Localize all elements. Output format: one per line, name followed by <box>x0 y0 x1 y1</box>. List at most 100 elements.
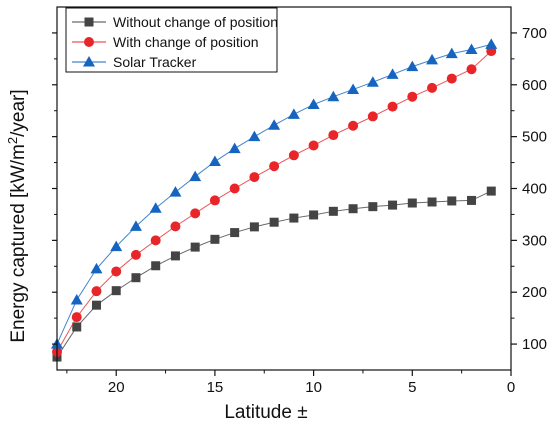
data-point <box>328 206 338 216</box>
data-point <box>485 38 498 49</box>
series-line <box>56 43 492 345</box>
data-point <box>465 43 478 55</box>
x-tick-label: 0 <box>507 379 515 396</box>
data-point <box>427 197 437 207</box>
data-point <box>190 242 200 252</box>
x-tick-label: 10 <box>305 379 322 396</box>
y-axis-title-suffix: /year] <box>8 89 29 137</box>
legend-marker <box>84 37 94 47</box>
data-point <box>248 130 261 142</box>
data-point <box>347 83 360 94</box>
legend-item: With change of position <box>72 34 259 50</box>
series-line <box>56 50 492 353</box>
data-point <box>129 220 142 231</box>
data-point <box>308 140 319 151</box>
series-line <box>56 190 492 358</box>
data-point <box>111 266 122 277</box>
data-point <box>230 228 240 238</box>
legend-marker <box>84 17 94 27</box>
data-point <box>228 142 241 154</box>
y-tick-label: 300 <box>522 232 547 249</box>
data-point <box>407 91 418 102</box>
data-point <box>91 300 101 310</box>
data-point <box>151 261 161 271</box>
data-point <box>268 119 281 130</box>
y-tick-label: 400 <box>522 181 547 198</box>
series-3 <box>51 38 498 349</box>
data-point <box>348 120 359 131</box>
x-tick-label: 15 <box>207 379 224 396</box>
data-point <box>189 170 202 182</box>
data-point <box>71 312 82 323</box>
data-point <box>309 210 319 220</box>
data-point <box>190 208 201 219</box>
x-tick-label: 20 <box>108 379 125 396</box>
data-point <box>249 172 260 183</box>
data-point <box>406 60 419 72</box>
legend: Without change of position With change of… <box>65 7 278 73</box>
data-point <box>446 73 457 84</box>
data-point <box>328 130 339 141</box>
legend-label: Solar Tracker <box>113 54 197 70</box>
legend-box <box>65 7 278 73</box>
plot-area <box>51 38 498 362</box>
data-point <box>269 161 280 172</box>
legend-item: Solar Tracker <box>72 54 197 70</box>
y-tick-label: 200 <box>522 284 547 301</box>
y-axis-title-superscript: 2 <box>5 137 20 144</box>
legend-label: With change of position <box>113 34 259 50</box>
data-point <box>466 64 477 75</box>
y-tick-label: 700 <box>522 25 547 42</box>
data-point <box>289 213 299 223</box>
data-point <box>149 202 162 213</box>
x-axis-title: Latitude ± <box>224 402 307 423</box>
data-point <box>288 150 299 161</box>
data-point <box>447 196 457 206</box>
data-point <box>210 234 220 244</box>
data-point <box>170 221 181 232</box>
data-point <box>386 68 399 79</box>
data-point <box>208 155 221 167</box>
data-point <box>427 82 438 93</box>
data-point <box>249 222 259 232</box>
data-point <box>110 240 123 252</box>
data-point <box>368 202 378 212</box>
data-point <box>269 217 279 227</box>
data-point <box>170 251 180 261</box>
data-point <box>209 195 220 206</box>
data-point <box>70 293 83 305</box>
x-tick-label: 5 <box>408 379 416 396</box>
y-tick-label: 600 <box>522 77 547 94</box>
y-tick-label: 100 <box>522 336 547 353</box>
data-point <box>407 198 417 208</box>
data-point <box>327 90 340 102</box>
data-point <box>91 286 102 297</box>
data-point <box>131 273 141 283</box>
axes: 20 15 10 5 0 100 200 300 400 500 600 700 <box>52 6 547 396</box>
data-point <box>111 286 121 296</box>
data-point <box>445 47 458 59</box>
data-point <box>426 53 439 65</box>
data-point <box>467 195 477 205</box>
data-point <box>387 101 398 112</box>
data-point <box>307 98 320 109</box>
data-point <box>486 186 496 196</box>
data-point <box>287 108 300 119</box>
data-point <box>388 200 398 210</box>
data-point <box>72 322 82 332</box>
data-point <box>169 186 182 197</box>
y-tick-label: 500 <box>522 129 547 146</box>
legend-item: Without change of position <box>72 14 278 30</box>
data-point <box>90 262 103 274</box>
data-point <box>150 235 161 246</box>
legend-marker <box>83 56 95 67</box>
y-axis-title: Energy captured [kW/m2/year] <box>5 89 29 342</box>
data-point <box>366 76 379 87</box>
y-axis-title-prefix: Energy captured [kW/m <box>8 144 29 343</box>
data-point <box>130 249 141 260</box>
data-point <box>229 183 240 194</box>
data-point <box>367 111 378 122</box>
data-point <box>348 204 358 214</box>
legend-label: Without change of position <box>113 14 278 30</box>
